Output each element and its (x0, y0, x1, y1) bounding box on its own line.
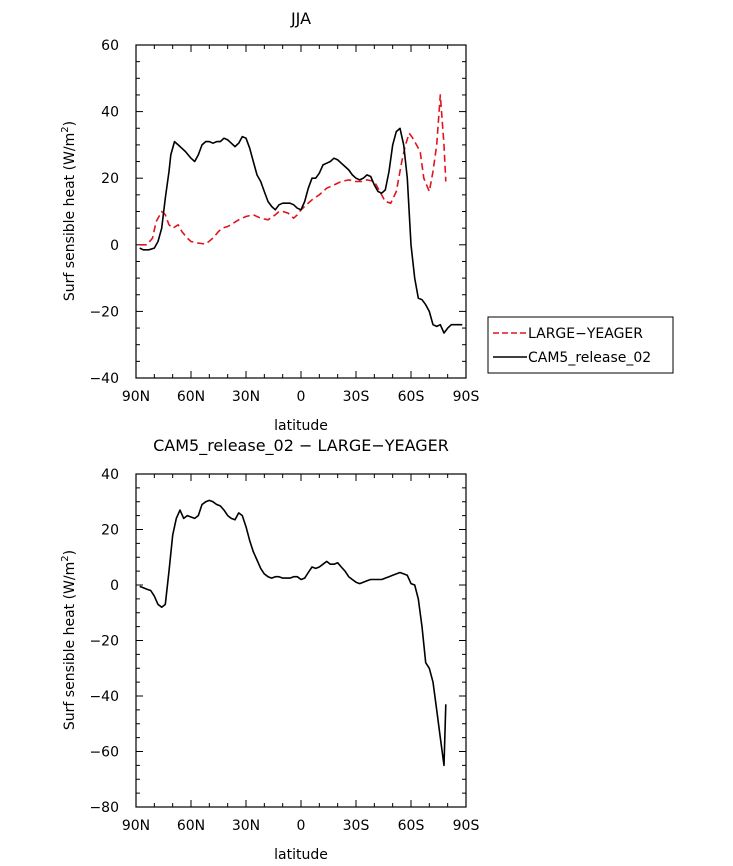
top-y-tick-label: 60 (101, 38, 119, 54)
top-y-tick-label: 0 (110, 238, 119, 254)
bottom-x-tick-label: 60N (177, 818, 205, 834)
bottom-x-tick-label: 90N (122, 818, 150, 834)
bottom-x-axis-label: latitude (274, 847, 328, 863)
top-series-line-large-yeager (139, 94, 447, 246)
bottom-y-tick-label: −20 (89, 634, 119, 650)
bottom-y-tick-label: 40 (101, 467, 119, 483)
top-panel: JJA 90N 60N 30N 0 30S 60S 90S −40 −20 0 20 40 60 lat… (60, 9, 674, 434)
bottom-tick-labels: 90N 60N 30N 0 30S 60S 90S −80 −60 −40 −20 0 20 40 (89, 467, 479, 834)
top-axes-ticks (135, 44, 467, 379)
bottom-x-tick-label: 90S (453, 818, 480, 834)
bottom-chart-title: CAM5_release_02 − LARGE−YEAGER (153, 436, 449, 456)
legend-label-large-yeager: LARGE−YEAGER (528, 326, 643, 342)
top-x-axis-label: latitude (274, 418, 328, 434)
top-y-tick-label: 40 (101, 105, 119, 121)
bottom-x-tick-label: 0 (297, 818, 306, 834)
top-x-tick-label: 30N (232, 389, 260, 405)
bottom-y-tick-label: −80 (89, 800, 119, 816)
bottom-y-tick-label: 20 (101, 523, 119, 539)
top-chart-title: JJA (290, 9, 311, 28)
top-series-line-cam5-release-02 (139, 127, 463, 334)
top-tick-labels: 90N 60N 30N 0 30S 60S 90S −40 −20 0 20 40 60 (89, 38, 479, 405)
top-plot-frame (135, 44, 467, 379)
legend-label-cam5: CAM5_release_02 (528, 350, 651, 366)
legend-box (487, 316, 674, 374)
top-x-tick-label: 90N (122, 389, 150, 405)
top-x-tick-label: 90S (453, 389, 480, 405)
bottom-y-tick-label: −40 (89, 689, 119, 705)
top-y-tick-label: 20 (101, 171, 119, 187)
bottom-x-tick-label: 30N (232, 818, 260, 834)
bottom-y-tick-label: 0 (110, 578, 119, 594)
top-y-tick-label: −20 (89, 304, 119, 320)
bottom-panel: CAM5_release_02 − LARGE−YEAGER 90N 60N 30N… (60, 436, 479, 863)
bottom-y-tick-label: −60 (89, 745, 119, 761)
bottom-x-tick-label: 60S (398, 818, 425, 834)
top-x-tick-label: 0 (297, 389, 306, 405)
top-series-group (139, 94, 463, 334)
legend: LARGE−YEAGER CAM5_release_02 (487, 316, 674, 374)
bottom-y-axis-label: Surf sensible heat (W/m2) (60, 550, 78, 730)
top-x-tick-label: 30S (343, 389, 370, 405)
bottom-axes-ticks (135, 473, 467, 808)
top-x-tick-label: 60N (177, 389, 205, 405)
top-x-tick-label: 60S (398, 389, 425, 405)
top-y-axis-label: Surf sensible heat (W/m2) (60, 121, 78, 301)
top-y-tick-label: −40 (89, 371, 119, 387)
bottom-x-tick-label: 30S (343, 818, 370, 834)
bottom-plot-frame (135, 473, 467, 808)
bottom-series-line-cam5-release-02-large-yeager (139, 499, 447, 767)
bottom-series-group (139, 499, 447, 767)
